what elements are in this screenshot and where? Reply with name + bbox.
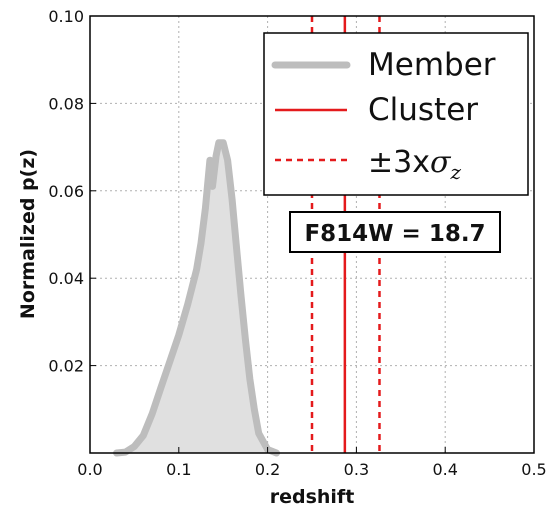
legend-label-sigma: ±3xσz	[368, 145, 461, 184]
y-tick-label: 0.06	[48, 182, 84, 201]
legend-label-member: Member	[368, 47, 496, 83]
legend-label-sigma-prefix: ±3x	[368, 145, 430, 180]
y-tick-label: 0.08	[48, 94, 84, 113]
magnitude-annotation: F814W = 18.7	[289, 211, 501, 253]
legend-label-cluster: Cluster	[368, 92, 478, 128]
x-tick-label: 0.0	[77, 460, 102, 479]
y-tick-label: 0.04	[48, 269, 84, 288]
x-tick-label: 0.4	[432, 460, 457, 479]
x-axis-label: redshift	[270, 486, 355, 508]
y-tick-label: 0.02	[48, 357, 84, 376]
x-tick-label: 0.3	[344, 460, 369, 479]
legend-label-sigma-subscript: z	[449, 160, 461, 184]
annotation-box	[289, 211, 501, 253]
y-axis-label: Normalized p(z)	[17, 149, 39, 319]
legend: Member Cluster ±3xσz	[263, 32, 529, 196]
y-axis-ticks: 0.02 0.04 0.06 0.08 0.10	[48, 7, 96, 376]
legend-label-sigma-symbol: σ	[430, 145, 452, 180]
x-tick-label: 0.2	[255, 460, 280, 479]
y-tick-label: 0.10	[48, 7, 84, 26]
series-layer	[113, 139, 280, 457]
legend-box	[263, 32, 529, 196]
plot-frame	[89, 15, 535, 454]
x-tick-label: 0.1	[166, 460, 191, 479]
member-pz-line	[113, 139, 280, 457]
annotation-text: F814W = 18.7	[304, 221, 485, 247]
x-axis-ticks: 0.0 0.1 0.2 0.3 0.4 0.5	[77, 447, 547, 479]
member-pz-fill	[116, 142, 277, 453]
x-tick-label: 0.5	[521, 460, 546, 479]
